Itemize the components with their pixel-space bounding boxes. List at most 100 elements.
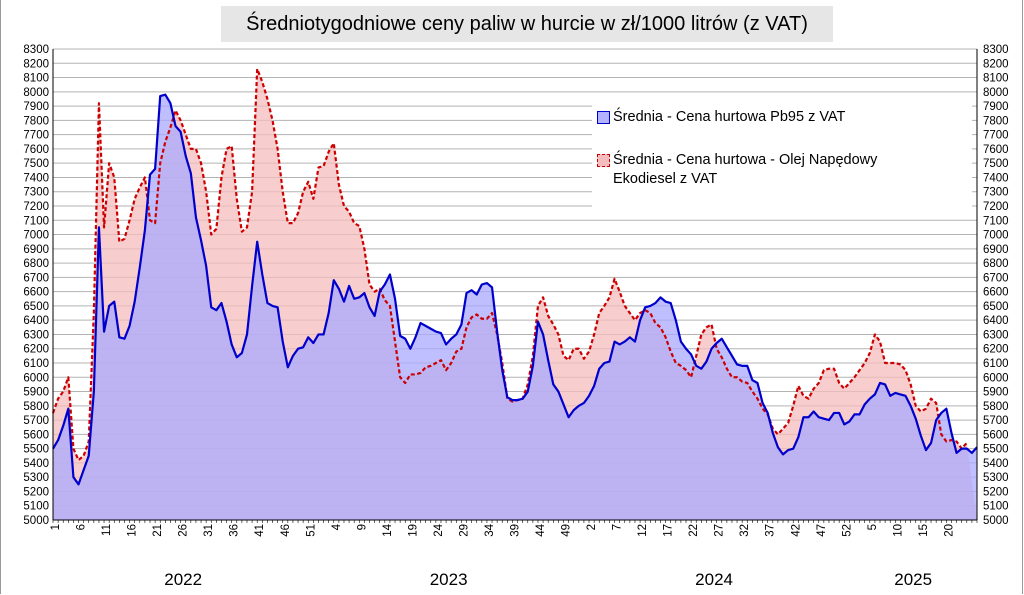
y-tick-label-left: 7800 bbox=[23, 115, 49, 127]
x-tick-label: 21 bbox=[152, 524, 164, 537]
y-tick-label-left: 6500 bbox=[23, 301, 49, 313]
y-tick-label-left: 7100 bbox=[23, 215, 49, 227]
y-tick-label-right: 7300 bbox=[983, 187, 1009, 199]
y-tick-label-right: 7900 bbox=[983, 101, 1009, 113]
x-tick-label: 10 bbox=[892, 524, 904, 537]
axes bbox=[52, 49, 978, 523]
series-line-pb95 bbox=[52, 93, 978, 486]
year-label: 2022 bbox=[164, 570, 202, 589]
x-tick-label: 41 bbox=[254, 524, 266, 537]
y-tick-label-right: 5500 bbox=[983, 444, 1009, 456]
x-tick-label: 29 bbox=[458, 524, 470, 537]
y-tick-label-right: 7700 bbox=[983, 130, 1009, 142]
y-tick-label-left: 7700 bbox=[23, 130, 49, 142]
year-label: 2024 bbox=[695, 570, 733, 589]
legend-swatch-diesel bbox=[597, 154, 610, 167]
y-tick-label-right: 7600 bbox=[983, 144, 1009, 156]
x-tick-label: 15 bbox=[918, 524, 930, 537]
x-tick-label: 14 bbox=[382, 523, 394, 536]
y-tick-label-right: 7200 bbox=[983, 201, 1009, 213]
y-tick-label-right: 5900 bbox=[983, 387, 1009, 399]
y-tick-label-right: 5700 bbox=[983, 415, 1009, 427]
y-tick-label-left: 5200 bbox=[23, 486, 49, 498]
x-tick-label: 52 bbox=[841, 524, 853, 537]
y-tick-label-right: 6800 bbox=[983, 258, 1009, 270]
y-tick-label-left: 5800 bbox=[23, 401, 49, 413]
x-tick-label: 7 bbox=[612, 524, 624, 530]
x-tick-label: 27 bbox=[714, 524, 726, 537]
x-tick-label: 44 bbox=[535, 523, 547, 536]
y-tick-label-right: 8200 bbox=[983, 58, 1009, 70]
y-tick-label-right: 6900 bbox=[983, 244, 1009, 256]
y-tick-label-right: 6400 bbox=[983, 315, 1009, 327]
x-tick-label: 9 bbox=[356, 524, 368, 530]
y-tick-label-left: 6000 bbox=[23, 372, 49, 384]
legend-label-diesel: Średnia - Cena hurtowa - Olej Napędowy E… bbox=[613, 152, 878, 187]
y-tick-label-right: 7500 bbox=[983, 158, 1009, 170]
legend-label-pb95: Średnia - Cena hurtowa Pb95 z VAT bbox=[613, 109, 846, 125]
y-tick-label-right: 8000 bbox=[983, 87, 1009, 99]
x-tick-label: 26 bbox=[178, 524, 190, 537]
y-tick-label-left: 7300 bbox=[23, 187, 49, 199]
x-tick-label: 42 bbox=[790, 524, 802, 537]
y-tick-label-right: 6100 bbox=[983, 358, 1009, 370]
y-tick-label-right: 5400 bbox=[983, 458, 1009, 470]
x-tick-label: 47 bbox=[816, 524, 828, 537]
y-tick-label-left: 7900 bbox=[23, 101, 49, 113]
y-tick-label-left: 5500 bbox=[23, 444, 49, 456]
y-tick-label-right: 6600 bbox=[983, 287, 1009, 299]
tick-labels: 5000 5000 5100 5100 5200 5200 5300 5300 5400 5400… bbox=[23, 44, 1008, 589]
y-tick-label-left: 7600 bbox=[23, 144, 49, 156]
y-tick-label-right: 5200 bbox=[983, 486, 1009, 498]
y-tick-label-left: 7200 bbox=[23, 201, 49, 213]
y-tick-label-right: 6200 bbox=[983, 344, 1009, 356]
legend-item-diesel: Średnia - Cena hurtowa - Olej Napędowy E… bbox=[597, 151, 913, 189]
year-label: 2025 bbox=[894, 570, 932, 589]
y-tick-label-left: 6100 bbox=[23, 358, 49, 370]
y-tick-label-right: 7800 bbox=[983, 115, 1009, 127]
y-tick-label-left: 5700 bbox=[23, 415, 49, 427]
x-tick-label: 37 bbox=[765, 524, 777, 537]
y-tick-label-left: 6700 bbox=[23, 272, 49, 284]
y-tick-label-left: 5900 bbox=[23, 387, 49, 399]
series-area-pb95 bbox=[53, 94, 977, 521]
x-tick-label: 16 bbox=[127, 524, 139, 537]
y-tick-label-right: 7400 bbox=[983, 172, 1009, 184]
x-tick-label: 17 bbox=[663, 524, 675, 537]
y-tick-label-right: 8100 bbox=[983, 73, 1009, 85]
y-tick-label-right: 5100 bbox=[983, 501, 1009, 513]
y-tick-label-left: 5100 bbox=[23, 501, 49, 513]
y-tick-label-left: 6600 bbox=[23, 287, 49, 299]
y-tick-label-left: 5600 bbox=[23, 429, 49, 441]
y-tick-label-left: 5300 bbox=[23, 472, 49, 484]
y-tick-label-right: 7100 bbox=[983, 215, 1009, 227]
x-tick-label: 49 bbox=[561, 524, 573, 537]
x-tick-label: 34 bbox=[484, 523, 496, 536]
x-tick-label: 4 bbox=[331, 523, 343, 530]
y-tick-label-right: 6700 bbox=[983, 272, 1009, 284]
y-tick-label-left: 7000 bbox=[23, 230, 49, 242]
y-tick-label-right: 6300 bbox=[983, 329, 1009, 341]
series-line-diesel bbox=[51, 67, 968, 462]
x-tick-label: 6 bbox=[76, 524, 88, 530]
y-tick-label-right: 6500 bbox=[983, 301, 1009, 313]
x-tick-label: 19 bbox=[407, 524, 419, 537]
y-tick-label-left: 8000 bbox=[23, 87, 49, 99]
x-tick-label: 2 bbox=[586, 524, 598, 530]
y-tick-label-right: 8300 bbox=[983, 44, 1009, 56]
x-tick-label: 31 bbox=[203, 524, 215, 537]
x-tick-label: 39 bbox=[509, 524, 521, 537]
y-tick-label-left: 5400 bbox=[23, 458, 49, 470]
y-tick-label-left: 6400 bbox=[23, 315, 49, 327]
y-tick-label-right: 5000 bbox=[983, 515, 1009, 527]
series-areas bbox=[51, 67, 978, 521]
x-tick-label: 12 bbox=[637, 524, 649, 537]
x-tick-label: 46 bbox=[280, 524, 292, 537]
y-tick-label-right: 5600 bbox=[983, 429, 1009, 441]
y-tick-label-left: 7500 bbox=[23, 158, 49, 170]
y-tick-label-right: 5300 bbox=[983, 472, 1009, 484]
x-tick-label: 20 bbox=[943, 524, 955, 537]
y-tick-label-left: 7400 bbox=[23, 172, 49, 184]
y-tick-label-left: 6900 bbox=[23, 244, 49, 256]
legend-swatch-pb95 bbox=[597, 111, 610, 124]
